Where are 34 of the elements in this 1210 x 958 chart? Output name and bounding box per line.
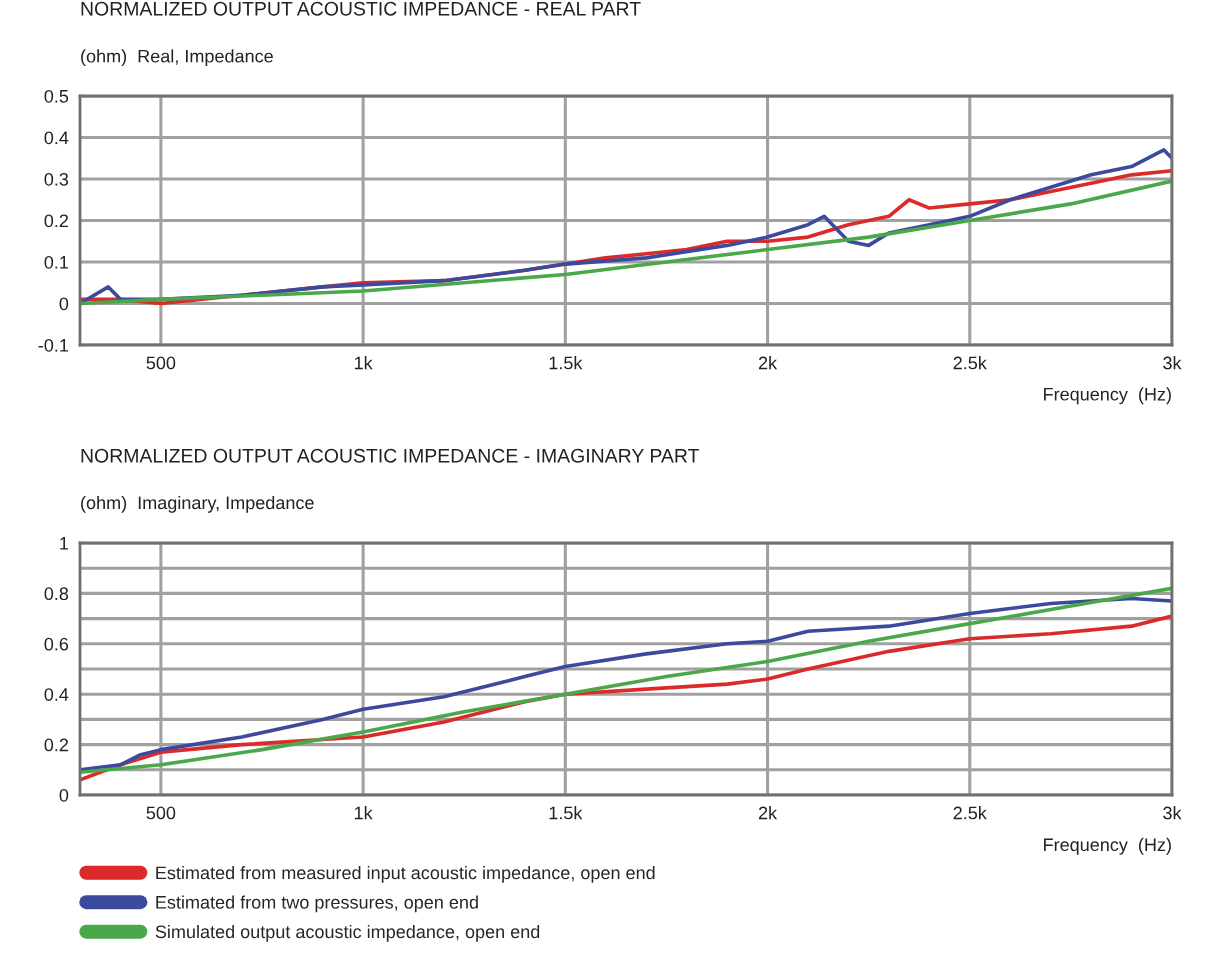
x-tick-label: 2.5k (953, 356, 987, 370)
y-tick-label: 0.4 (44, 131, 69, 145)
x-axis-title: Frequency (Hz) (1044, 837, 1171, 855)
x-tick-label: 1k (354, 356, 373, 370)
chart-title: NORMALIZED OUTPUT ACOUSTIC IMPEDANCE - REAL PART (81, 1, 641, 16)
x-tick-label: 2k (758, 806, 778, 820)
y-tick-label: 0.2 (44, 738, 68, 752)
legend-label: Estimated from two pressures, open end (156, 895, 478, 913)
y-tick-label: 1 (60, 537, 69, 550)
y-tick-label: 0.2 (44, 214, 68, 228)
y-tick-label: 0.6 (44, 637, 69, 651)
x-tick-label: 3k (1163, 806, 1182, 820)
y-axis-title: (ohm) Real, Impedance (81, 49, 273, 67)
x-tick-label: 500 (146, 806, 176, 820)
y-tick-label: 0 (59, 788, 69, 802)
y-tick-label: 0 (59, 297, 69, 311)
y-tick-label: 0.3 (44, 172, 69, 186)
x-tick-label: 1.5k (549, 806, 583, 820)
x-tick-label: 1k (354, 806, 373, 820)
y-tick-label: 0.1 (44, 255, 69, 269)
x-axis-title: Frequency (Hz) (1044, 387, 1171, 405)
x-tick-label: 1.5k (549, 356, 583, 370)
chart-title: NORMALIZED OUTPUT ACOUSTIC IMPEDANCE - IMAGINARY PART (81, 448, 700, 463)
y-tick-label: 0.4 (44, 688, 69, 701)
x-tick-label: 3k (1163, 356, 1182, 370)
y-tick-label: -0.1 (38, 338, 69, 352)
x-tick-label: 2k (758, 356, 778, 370)
legend-label: Simulated output acoustic impedance, open end (155, 924, 540, 942)
x-tick-label: 2.5k (953, 806, 987, 820)
x-tick-label: 500 (146, 356, 176, 370)
y-tick-label: 0.8 (44, 587, 69, 601)
y-axis-title: (ohm) Imaginary, Impedance (81, 495, 314, 513)
legend-label: Estimated from measured input acoustic impedance, open end (156, 865, 655, 883)
y-tick-label: 0.5 (44, 89, 69, 103)
